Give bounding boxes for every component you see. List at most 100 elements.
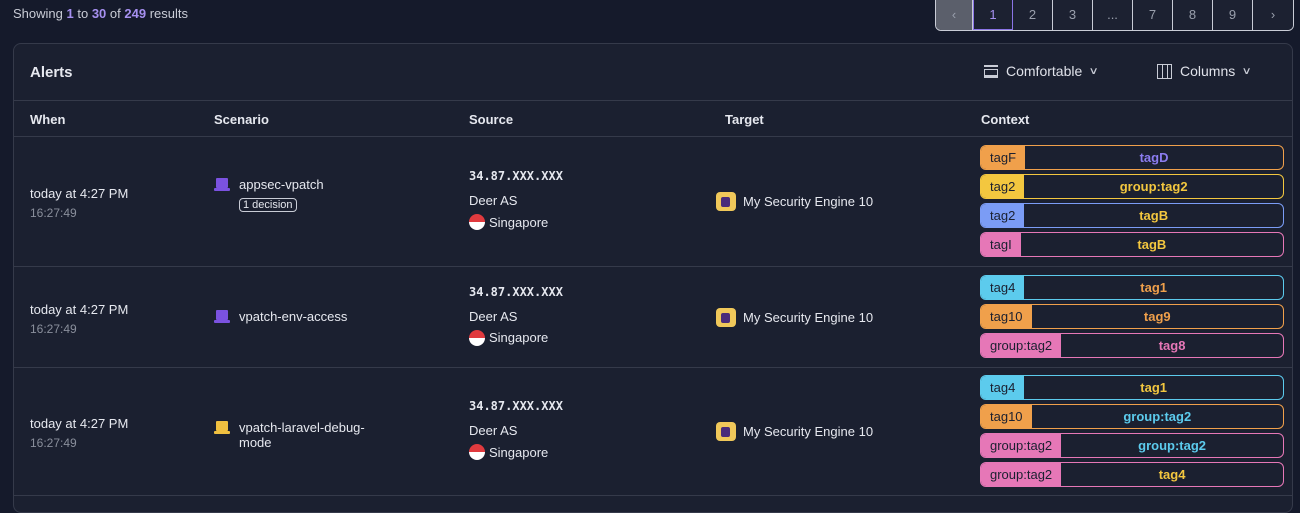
tag-value: tag1 [1140,280,1168,295]
laptop-icon [214,178,230,192]
target-cell: My Security Engine 10 [716,307,874,327]
tag-key: tag2 [981,175,1025,198]
table-row[interactable]: today at 4:27 PM 16:27:49 vpatch-env-acc… [14,267,1292,368]
when-cell: today at 4:27 PM 16:27:49 [30,416,128,450]
when-relative: today at 4:27 PM [30,416,129,431]
density-label: Comfortable [1006,63,1083,79]
context-tags: tag4 tag1 tag10 group:tag2 group:tag2 group:t… [980,375,1284,491]
source-as: Deer AS [469,193,518,208]
prev-page-button[interactable]: ‹ [936,0,973,30]
columns-label: Columns [1180,63,1236,79]
source-ip[interactable]: 34.87.XXX.XXX [469,399,563,413]
when-cell: today at 4:27 PM 16:27:49 [30,302,128,336]
density-icon [984,64,998,78]
panel-title: Alerts [30,64,73,81]
context-tag[interactable]: tag10 group:tag2 [980,404,1284,429]
header-target[interactable]: Target [725,112,764,127]
laptop-icon [214,421,230,435]
source-cell: 34.87.XXX.XXX Deer AS Singapore [469,399,563,460]
page-button[interactable]: 1 [973,0,1013,30]
tag-value: tagB [1137,237,1167,252]
table-row[interactable]: today at 4:27 PM 16:27:49 appsec-vpatch … [14,137,1292,267]
tag-value: group:tag2 [1123,409,1192,424]
tag-value: tag1 [1140,380,1168,395]
page-button[interactable]: 7 [1133,0,1173,30]
results-summary: Showing 1 to 30 of 249 results [13,6,188,21]
context-tag[interactable]: group:tag2 tag8 [980,333,1284,358]
header-source[interactable]: Source [469,112,514,127]
scenario-name[interactable]: appsec-vpatch [239,177,324,192]
page-button[interactable]: 2 [1013,0,1053,30]
source-ip[interactable]: 34.87.XXX.XXX [469,169,563,183]
tag-value: group:tag2 [1138,438,1207,453]
table-header: When Scenario Source Target Context [14,100,1292,137]
source-country: Singapore [489,444,549,460]
context-tags: tag4 tag1 tag10 tag9 group:tag2 tag8 [980,275,1284,362]
tag-value: tagB [1139,208,1169,223]
target-cell: My Security Engine 10 [716,192,873,211]
context-tag[interactable]: tag2 group:tag2 [980,174,1284,199]
scenario-name[interactable]: vpatch-laravel-debug-mode [239,420,365,450]
tag-key: tagI [981,233,1021,256]
decision-badge[interactable]: 1 decision [239,198,297,212]
pagination: ‹ 1 2 3 ... 7 8 9 › [935,0,1294,31]
security-engine-logo-icon [716,422,736,441]
target-name[interactable]: My Security Engine 10 [743,194,874,209]
tag-value: tag9 [1143,309,1171,324]
header-when[interactable]: When [30,112,66,127]
scenario-name[interactable]: vpatch-env-access [239,308,348,324]
context-tag[interactable]: tagI tagB [980,232,1284,257]
summary-to: 30 [91,6,107,21]
header-context[interactable]: Context [981,112,1030,127]
tag-key: tag10 [981,305,1032,328]
source-cell: 34.87.XXX.XXX Deer AS Singapore [469,169,563,230]
tag-key: tag4 [981,376,1025,399]
source-as: Deer AS [469,423,518,438]
tag-key: group:tag2 [981,334,1062,357]
chevron-down-icon: ∨ [1088,65,1100,77]
when-time: 16:27:49 [30,321,77,336]
context-tag[interactable]: tag2 tagB [980,203,1284,228]
source-as: Deer AS [469,308,518,324]
when-time: 16:27:49 [30,206,77,220]
columns-dropdown[interactable]: Columns ∨ [1157,63,1252,79]
laptop-icon [214,309,230,324]
density-dropdown[interactable]: Comfortable ∨ [984,63,1100,79]
when-relative: today at 4:27 PM [30,186,129,201]
source-country: Singapore [489,330,549,345]
summary-from: 1 [66,6,74,21]
header-scenario[interactable]: Scenario [214,112,269,127]
scenario-cell: vpatch-env-access [214,309,414,324]
target-name[interactable]: My Security Engine 10 [743,424,874,439]
scenario-cell: vpatch-laravel-debug-mode [214,420,414,450]
when-cell: today at 4:27 PM 16:27:49 [30,186,128,220]
summary-suffix: results [149,6,189,21]
context-tag[interactable]: group:tag2 group:tag2 [980,433,1284,458]
page-button[interactable]: 9 [1213,0,1253,30]
tag-key: tag4 [981,276,1025,299]
next-page-button[interactable]: › [1253,0,1293,30]
tag-key: group:tag2 [981,434,1062,457]
target-name[interactable]: My Security Engine 10 [743,309,874,325]
context-tag[interactable]: group:tag2 tag4 [980,462,1284,487]
columns-icon [1157,63,1172,79]
singapore-flag-icon [469,329,485,346]
context-tag[interactable]: tagF tagD [980,145,1284,170]
tag-value: group:tag2 [1119,179,1188,194]
context-tag[interactable]: tag10 tag9 [980,304,1284,329]
page-ellipsis: ... [1093,0,1133,30]
context-tag[interactable]: tag4 tag1 [980,275,1284,300]
summary-prefix: Showing [13,6,63,21]
table-row[interactable]: today at 4:27 PM 16:27:49 vpatch-laravel… [14,368,1292,496]
summary-to-word: to [77,6,89,21]
when-relative: today at 4:27 PM [30,301,129,317]
source-ip[interactable]: 34.87.XXX.XXX [469,284,563,299]
context-tag[interactable]: tag4 tag1 [980,375,1284,400]
alerts-panel: Alerts Comfortable ∨ Columns ∨ When Scen… [13,43,1293,513]
page-button[interactable]: 8 [1173,0,1213,30]
page-button[interactable]: 3 [1053,0,1093,30]
singapore-flag-icon [469,444,485,460]
scenario-cell: appsec-vpatch 1 decision [214,177,414,213]
tag-key: group:tag2 [981,463,1062,486]
security-engine-logo-icon [716,192,736,211]
